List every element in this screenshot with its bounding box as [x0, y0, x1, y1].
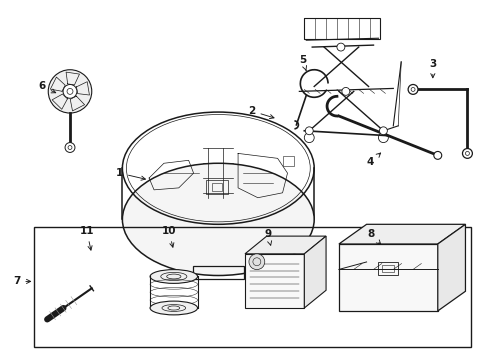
- Polygon shape: [244, 236, 325, 254]
- Text: 8: 8: [366, 229, 380, 244]
- Text: 4: 4: [366, 153, 380, 167]
- Polygon shape: [304, 236, 325, 308]
- Polygon shape: [338, 224, 465, 244]
- Bar: [382, 265, 393, 273]
- Circle shape: [407, 85, 417, 94]
- Circle shape: [379, 127, 386, 135]
- Ellipse shape: [150, 301, 197, 315]
- Text: 10: 10: [162, 226, 176, 247]
- Circle shape: [63, 85, 77, 98]
- Bar: [34, 227, 470, 347]
- Circle shape: [433, 152, 441, 159]
- Circle shape: [336, 43, 344, 51]
- Bar: [244, 254, 304, 308]
- Text: 11: 11: [80, 226, 94, 250]
- Bar: [192, 266, 244, 279]
- Text: 6: 6: [39, 81, 56, 93]
- Text: 5: 5: [298, 55, 306, 71]
- Bar: [212, 183, 222, 191]
- Text: 1: 1: [116, 168, 145, 180]
- Bar: [338, 244, 437, 311]
- Text: 2: 2: [248, 106, 273, 118]
- Circle shape: [65, 143, 75, 152]
- Bar: [282, 156, 294, 166]
- Circle shape: [305, 127, 313, 135]
- Circle shape: [341, 87, 349, 95]
- Circle shape: [48, 70, 92, 113]
- Ellipse shape: [150, 270, 197, 283]
- Polygon shape: [437, 224, 465, 311]
- Ellipse shape: [122, 163, 314, 275]
- Bar: [304, 18, 380, 39]
- Text: 9: 9: [264, 229, 271, 245]
- Bar: [206, 180, 228, 194]
- Text: 3: 3: [428, 59, 436, 78]
- Circle shape: [248, 254, 264, 270]
- Bar: [378, 262, 397, 275]
- Text: 7: 7: [13, 276, 31, 287]
- Circle shape: [462, 148, 471, 158]
